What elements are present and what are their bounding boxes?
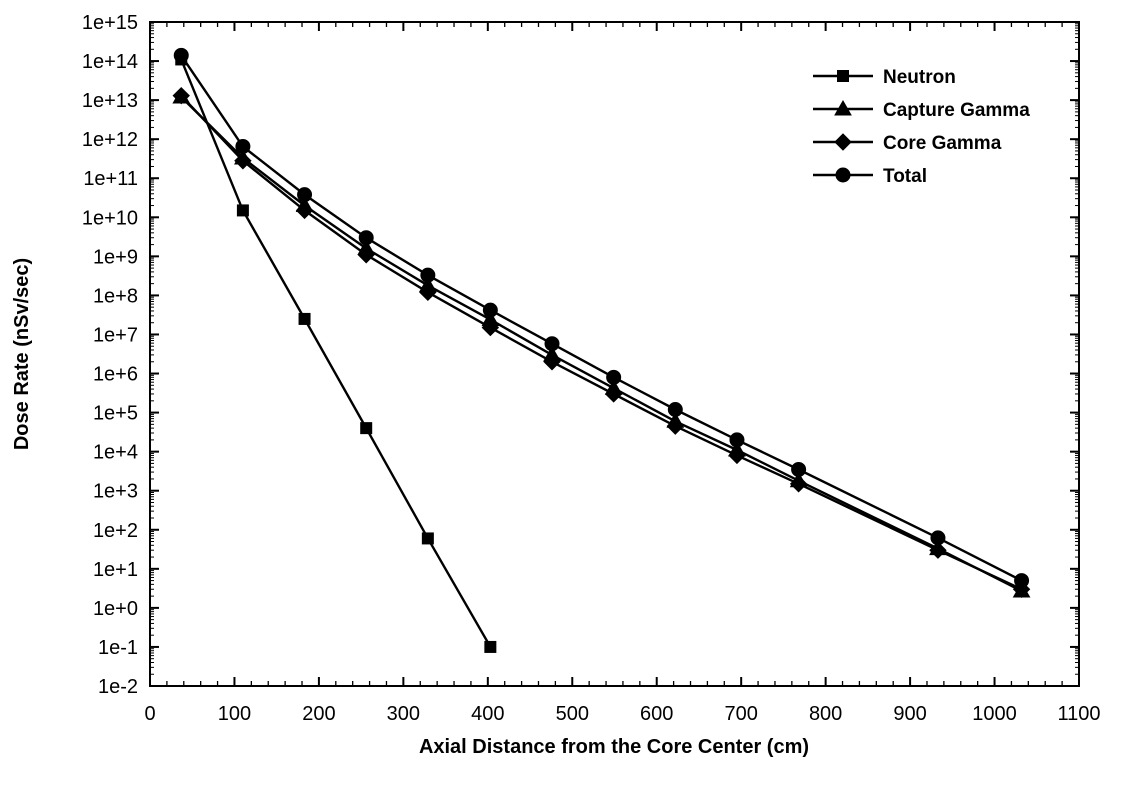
data-point-neutron <box>236 204 249 217</box>
y-tick-label: 1e+5 <box>93 403 138 425</box>
y-tick-label: 1e+1 <box>93 559 138 581</box>
legend-marker-total <box>835 167 851 183</box>
data-point-total <box>791 461 807 477</box>
data-point-core-gamma <box>543 353 561 371</box>
data-point-core-gamma <box>481 318 500 337</box>
legend-marker-core-gamma <box>834 133 852 151</box>
y-tick-label: 1e+9 <box>93 246 138 268</box>
x-tick-label: 500 <box>556 703 589 725</box>
x-tick-label: 300 <box>387 703 420 725</box>
data-point-core-gamma <box>172 86 190 105</box>
data-point-core-gamma <box>604 385 623 403</box>
x-tick-label: 0 <box>144 703 155 725</box>
legend-label: Capture Gamma <box>883 100 1030 121</box>
y-tick-label: 1e+10 <box>82 207 138 229</box>
data-point-total <box>420 267 436 283</box>
legend-label: Neutron <box>883 67 956 88</box>
data-point-core-gamma <box>419 283 437 302</box>
data-point-total <box>1014 573 1030 589</box>
data-point-core-gamma <box>234 152 252 170</box>
data-point-core-gamma <box>666 417 685 435</box>
x-tick-label: 600 <box>640 703 673 725</box>
y-tick-label: 1e+13 <box>82 90 138 112</box>
legend-item-neutron: Neutron <box>813 67 956 88</box>
y-axis-title: Dose Rate (nSv/sec) <box>11 258 33 450</box>
x-tick-label: 100 <box>218 703 251 725</box>
x-tick-label: 1000 <box>972 703 1017 725</box>
x-tick-labels: 0 100 200 300 400 500 600 700 800 900 1000 1100 <box>144 703 1100 725</box>
y-tick-label: 1e+2 <box>93 520 138 542</box>
data-point-total <box>173 47 189 63</box>
y-tick-label: 1e+4 <box>93 442 138 464</box>
x-tick-label: 400 <box>471 703 504 725</box>
y-tick-label: 1e-1 <box>98 637 138 659</box>
axis-ticks <box>149 21 1080 687</box>
legend-label: Total <box>883 166 927 187</box>
data-point-neutron <box>298 312 311 325</box>
y-tick-label: 1e+3 <box>93 481 138 503</box>
data-point-core-gamma <box>929 541 947 559</box>
plot-frame <box>149 21 1080 687</box>
data-point-total <box>482 302 498 318</box>
data-point-total <box>930 530 946 546</box>
series-total <box>173 47 1030 589</box>
y-tick-label: 1e+15 <box>82 12 138 34</box>
legend-marker-capture-gamma <box>834 99 852 116</box>
data-point-total <box>297 187 313 203</box>
data-point-total <box>606 369 622 385</box>
data-point-core-gamma <box>295 201 314 220</box>
legend-item-capture-gamma: Capture Gamma <box>813 99 1030 121</box>
y-tick-label: 1e-2 <box>98 676 138 698</box>
data-point-total <box>729 432 745 448</box>
data-point-total <box>235 138 251 154</box>
series-core-gamma <box>172 86 1031 598</box>
y-tick-label: 1e+12 <box>82 129 138 151</box>
x-tick-label: 800 <box>809 703 842 725</box>
legend-marker-neutron <box>837 70 849 82</box>
y-tick-label: 1e+0 <box>93 598 138 620</box>
y-tick-label: 1e+6 <box>93 364 138 386</box>
legend-item-core-gamma: Core Gamma <box>813 133 1002 154</box>
data-point-total <box>544 336 560 352</box>
data-point-neutron <box>360 422 373 435</box>
series-neutron <box>175 53 497 653</box>
x-tick-label: 200 <box>302 703 335 725</box>
y-tick-label: 1e+11 <box>83 168 138 190</box>
x-axis-title: Axial Distance from the Core Center (cm) <box>419 736 809 758</box>
data-point-neutron <box>484 640 497 653</box>
legend-item-total: Total <box>813 166 927 187</box>
data-point-total <box>358 230 374 246</box>
series-line-neutron <box>180 58 492 648</box>
legend-label: Core Gamma <box>883 133 1002 154</box>
data-point-core-gamma <box>789 475 808 493</box>
y-tick-label: 1e+8 <box>93 285 138 307</box>
x-tick-label: 900 <box>893 703 926 725</box>
legend: Neutron Capture Gamma Core Gamma Total <box>813 67 1030 187</box>
data-point-neutron <box>421 532 434 545</box>
data-point-core-gamma <box>357 246 375 264</box>
y-tick-label: 1e+14 <box>82 51 138 73</box>
y-tick-label: 1e+7 <box>93 324 138 346</box>
x-tick-label: 700 <box>724 703 757 725</box>
y-tick-labels: 1e-2 1e-1 1e+0 1e+1 1e+2 1e+3 1e+4 1e+5 1e+6 1e+7… <box>82 12 138 698</box>
data-point-total <box>667 401 683 417</box>
x-tick-label: 1100 <box>1057 703 1100 725</box>
data-point-core-gamma <box>728 446 746 465</box>
series-group <box>172 47 1031 653</box>
